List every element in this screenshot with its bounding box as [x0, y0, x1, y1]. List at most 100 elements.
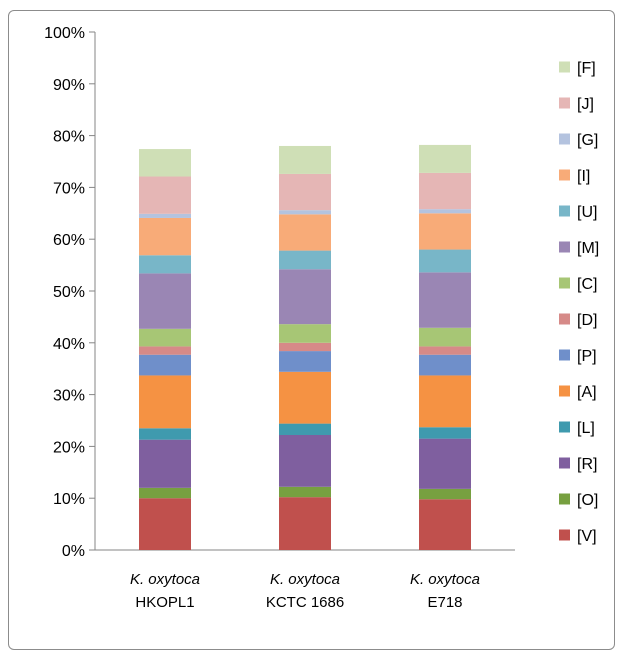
y-tick-label: 50%	[53, 284, 85, 301]
bar-segment-I	[139, 217, 191, 256]
legend-item: [L]	[559, 420, 595, 437]
bar-segment-M	[419, 272, 471, 328]
bar-segment-R	[279, 435, 331, 487]
legend-swatch	[559, 97, 570, 109]
x-tick-label-strain: HKOPL1	[135, 594, 194, 611]
legend-swatch	[559, 277, 570, 289]
legend-label: [M]	[577, 240, 599, 257]
legend-label: [J]	[577, 96, 594, 113]
bar-segment-O	[419, 488, 471, 500]
bar-segment-V	[419, 499, 471, 550]
bar-segment-R	[139, 439, 191, 488]
x-tick-label-strain: E718	[427, 594, 462, 611]
legend-label: [I]	[577, 168, 590, 185]
bar-segment-F	[279, 145, 331, 174]
legend-label: [C]	[577, 276, 597, 293]
bar-segment-P	[419, 354, 471, 376]
legend-label: [V]	[577, 528, 597, 545]
bar-segment-F	[139, 149, 191, 177]
legend-item: [R]	[559, 456, 597, 473]
bar-segment-V	[279, 497, 331, 550]
x-tick-label-species: K. oxytoca	[130, 571, 200, 588]
bar-segment-L	[139, 428, 191, 440]
y-axis: 0% 10% 20% 30% 40% 50% 60% 70% 80% 90% 100%	[44, 25, 515, 560]
legend-label: [F]	[577, 60, 596, 77]
bar-segment-A	[419, 375, 471, 428]
legend-swatch	[559, 133, 570, 145]
bar-stack	[279, 145, 331, 550]
legend-swatch	[559, 241, 570, 253]
legend-item: [D]	[559, 312, 597, 329]
y-tick-label: 100%	[44, 25, 85, 42]
legend-swatch	[559, 457, 570, 469]
legend-swatch	[559, 61, 570, 73]
bar-segment-I	[279, 214, 331, 251]
legend-item: [A]	[559, 384, 597, 401]
legend: [F] [J] [G] [I] [U] [M] [C] [D] [P] [A] [L] [R] [O] […	[559, 60, 599, 545]
legend-label: [L]	[577, 420, 595, 437]
bar-segment-U	[279, 250, 331, 270]
bar-segment-J	[279, 173, 331, 211]
legend-label: [R]	[577, 456, 597, 473]
bar-segment-L	[419, 427, 471, 439]
legend-swatch	[559, 421, 570, 433]
bar-segment-J	[139, 176, 191, 214]
bar-segment-L	[279, 423, 331, 436]
x-tick-label-strain: KCTC 1686	[266, 594, 344, 611]
bar-segment-O	[139, 487, 191, 499]
legend-item: [I]	[559, 168, 590, 185]
legend-item: [J]	[559, 96, 594, 113]
legend-swatch	[559, 529, 570, 541]
bar-segment-D	[279, 342, 331, 352]
bar-stack	[419, 144, 471, 550]
bar-segment-M	[279, 269, 331, 325]
legend-swatch	[559, 313, 570, 325]
bar-segment-C	[279, 324, 331, 343]
legend-label: [O]	[577, 492, 598, 509]
legend-swatch	[559, 349, 570, 361]
bar-segment-C	[139, 328, 191, 347]
legend-item: [F]	[559, 60, 596, 77]
legend-item: [G]	[559, 132, 598, 149]
y-tick-label: 70%	[53, 180, 85, 197]
x-axis-labels: K. oxytoca HKOPL1 K. oxytoca KCTC 1686 K. ox…	[130, 571, 480, 611]
bar-segment-U	[419, 249, 471, 273]
legend-swatch	[559, 493, 570, 505]
bar-segment-F	[419, 144, 471, 173]
bar-segment-O	[279, 486, 331, 498]
legend-label: [P]	[577, 348, 597, 365]
y-tick-label: 20%	[53, 439, 85, 456]
bar-segment-U	[139, 255, 191, 274]
legend-item: [M]	[559, 240, 599, 257]
x-tick-label-species: K. oxytoca	[270, 571, 340, 588]
legend-label: [A]	[577, 384, 597, 401]
stacked-bar-chart: 0% 10% 20% 30% 40% 50% 60% 70% 80% 90% 100% K. oxy…	[44, 25, 599, 611]
legend-label: [G]	[577, 132, 598, 149]
y-tick-label: 90%	[53, 77, 85, 94]
y-tick-label: 30%	[53, 388, 85, 405]
legend-item: [U]	[559, 204, 597, 221]
bar-segment-P	[279, 351, 331, 372]
legend-label: [U]	[577, 204, 597, 221]
bar-segment-G	[139, 213, 191, 218]
legend-item: [O]	[559, 492, 598, 509]
legend-item: [V]	[559, 528, 597, 545]
y-tick-label: 10%	[53, 491, 85, 508]
bar-segment-C	[419, 327, 471, 347]
bar-segment-A	[139, 375, 191, 429]
legend-swatch	[559, 169, 570, 181]
bar-segment-G	[419, 209, 471, 214]
bar-stack	[139, 149, 191, 550]
bar-segment-R	[419, 438, 471, 489]
bar-segment-V	[139, 498, 191, 550]
y-tick-label: 40%	[53, 336, 85, 353]
bar-segment-D	[419, 346, 471, 355]
legend-swatch	[559, 385, 570, 397]
bar-segment-G	[279, 210, 331, 215]
bar-segment-M	[139, 273, 191, 329]
bar-segment-P	[139, 354, 191, 376]
bar-segment-I	[419, 213, 471, 250]
bars	[139, 144, 471, 550]
bar-segment-D	[139, 346, 191, 355]
legend-swatch	[559, 205, 570, 217]
